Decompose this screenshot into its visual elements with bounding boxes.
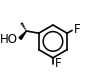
Text: F: F — [74, 23, 80, 36]
Text: F: F — [55, 57, 61, 70]
Polygon shape — [19, 31, 26, 39]
Text: HO: HO — [0, 33, 18, 46]
